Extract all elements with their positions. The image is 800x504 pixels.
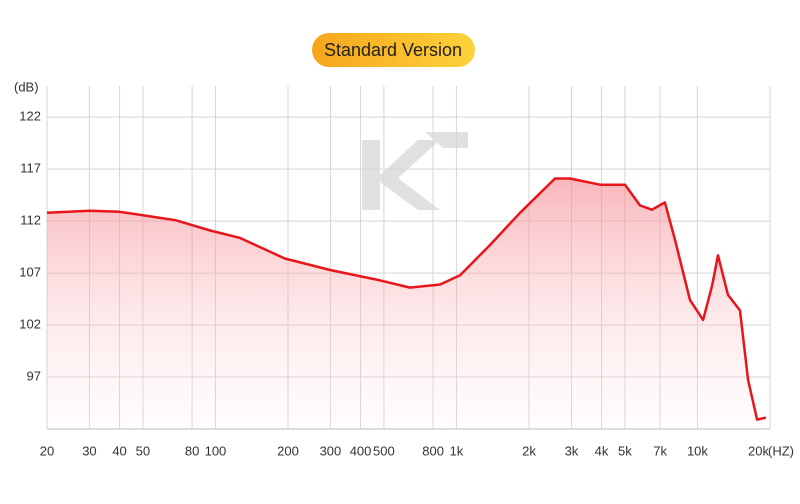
- y-tick-label: 122: [19, 109, 41, 124]
- x-tick-label: 40: [112, 443, 126, 458]
- x-tick-label: 2k: [522, 443, 536, 458]
- y-tick-label: 112: [20, 213, 41, 228]
- x-axis-label: (HZ): [768, 443, 794, 458]
- x-tick-label: 800: [422, 443, 444, 458]
- x-tick-label: 3k: [565, 443, 579, 458]
- y-axis-label: (dB): [14, 79, 39, 94]
- x-tick-label: 50: [136, 443, 150, 458]
- response-line: [46, 177, 767, 421]
- x-tick-label: 80: [185, 443, 199, 458]
- x-tick-label: 4k: [595, 443, 609, 458]
- x-tick-label: 10k: [687, 443, 708, 458]
- x-tick-label: 300: [320, 443, 342, 458]
- x-tick-label: 7k: [653, 443, 667, 458]
- x-tick-label: 5k: [618, 443, 632, 458]
- x-tick-label: 30: [82, 443, 96, 458]
- x-tick-label: 20: [40, 443, 54, 458]
- area-fill: [47, 178, 766, 429]
- y-tick-label: 107: [19, 265, 41, 280]
- y-tick-label: 117: [20, 161, 41, 176]
- x-tick-label: 500: [373, 443, 395, 458]
- watermark: [362, 132, 468, 210]
- x-tick-label: 1k: [450, 443, 464, 458]
- title-pill: [312, 33, 475, 67]
- y-tick-label: 102: [19, 316, 41, 331]
- x-tick-label: 20k: [748, 443, 769, 458]
- x-tick-label: 200: [277, 443, 299, 458]
- x-tick-label: 100: [205, 443, 227, 458]
- chart-title: Standard Version: [324, 40, 462, 60]
- x-tick-label: 400: [350, 443, 372, 458]
- y-tick-label: 97: [27, 368, 41, 383]
